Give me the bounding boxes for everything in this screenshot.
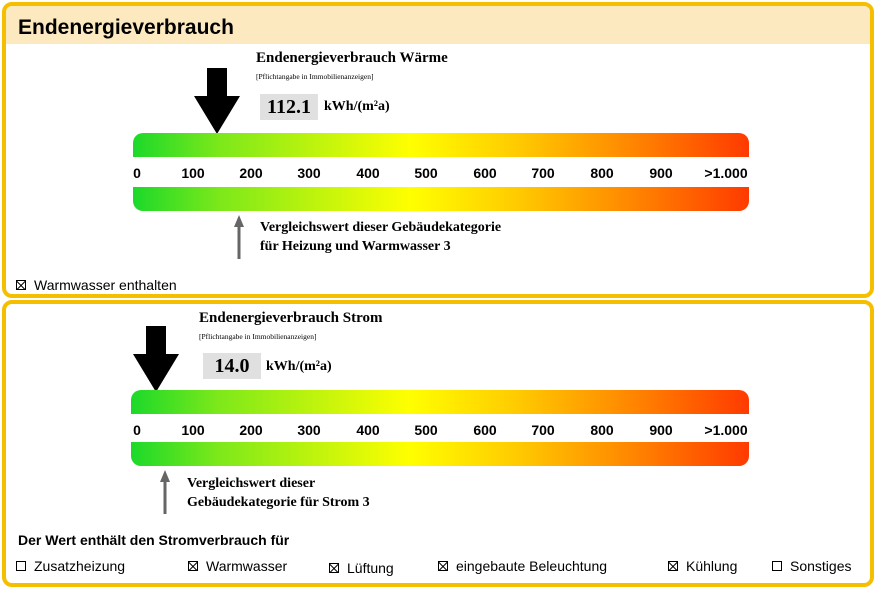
- scale-tick: 0: [133, 422, 141, 438]
- compare-arrow-icon: [234, 215, 244, 259]
- option-warmwasser[interactable]: Warmwasser: [188, 558, 287, 574]
- scale-tick: 600: [473, 165, 497, 181]
- scale-labels: 0 100 200 300 400 500 600 700 800 900 >1…: [131, 422, 749, 442]
- scale-bar-bottom: [133, 187, 749, 211]
- scale-tick: 200: [239, 422, 263, 438]
- heat-unit: kWh/(m²a): [324, 99, 390, 114]
- scale-tick: 300: [297, 422, 321, 438]
- scale-tick: >1.000: [704, 422, 748, 438]
- option-label: Warmwasser: [206, 558, 288, 574]
- scale-labels: 0 100 200 300 400 500 600 700 800 900 >1…: [133, 165, 749, 185]
- mandatory-note: [Pflichtangabe in Immobilienanzeigen]: [256, 72, 374, 81]
- option-beleuchtung[interactable]: eingebaute Beleuchtung: [438, 558, 607, 574]
- checkbox-icon[interactable]: [329, 563, 339, 573]
- compare-value-text: Vergleichswert dieser Gebäudekategorie f…: [187, 474, 370, 512]
- option-lueftung[interactable]: Lüftung: [329, 560, 394, 576]
- scale-bar-bottom: [131, 442, 749, 466]
- scale-tick: 700: [531, 165, 555, 181]
- option-label: Warmwasser enthalten: [34, 277, 177, 293]
- scale-tick: 600: [473, 422, 497, 438]
- scale-tick: 100: [181, 422, 205, 438]
- compare-line: Vergleichswert dieser Gebäudekategorie: [260, 220, 502, 235]
- electricity-unit: kWh/(m²a): [266, 359, 332, 374]
- heat-value-box: 112.1: [260, 94, 318, 120]
- scale-tick: 800: [590, 422, 614, 438]
- scale-tick: 800: [590, 165, 614, 181]
- value-arrow-icon: [133, 326, 179, 392]
- compare-line: für Heizung und Warmwasser 3: [260, 239, 451, 254]
- heat-heading: Endenergieverbrauch Wärme: [256, 50, 448, 66]
- value-arrow-icon: [194, 68, 240, 134]
- option-label: Lüftung: [347, 560, 394, 576]
- mandatory-note: [Pflichtangabe in Immobilienanzeigen]: [199, 332, 317, 341]
- option-sonstiges[interactable]: Sonstiges: [772, 558, 851, 574]
- scale-tick: 500: [414, 422, 438, 438]
- compare-line: Gebäudekategorie für Strom 3: [187, 495, 370, 510]
- heat-energy-panel: Endenergieverbrauch Endenergieverbrauch …: [2, 2, 874, 298]
- scale-tick: 100: [181, 165, 205, 181]
- electricity-heading: Endenergieverbrauch Strom: [199, 310, 383, 326]
- checkbox-icon[interactable]: [668, 561, 678, 571]
- electricity-energy-panel: Endenergieverbrauch Strom [Pflichtangabe…: [2, 300, 874, 587]
- scale-tick: 400: [356, 422, 380, 438]
- scale-tick: 700: [531, 422, 555, 438]
- page-title: Endenergieverbrauch: [18, 16, 234, 39]
- checkbox-icon[interactable]: [188, 561, 198, 571]
- option-label: Kühlung: [686, 558, 738, 574]
- scale-tick: 900: [649, 422, 673, 438]
- panel-header: Endenergieverbrauch: [6, 6, 870, 44]
- scale-bar-top: [133, 133, 749, 157]
- contains-heading: Der Wert enthält den Stromverbrauch für: [18, 532, 290, 548]
- electricity-value-box: 14.0: [203, 353, 261, 379]
- scale-bar-top: [131, 390, 749, 414]
- option-zusatzheizung[interactable]: Zusatzheizung: [16, 558, 125, 574]
- checkbox-icon[interactable]: [16, 561, 26, 571]
- checkbox-icon[interactable]: [772, 561, 782, 571]
- compare-line: Vergleichswert dieser: [187, 476, 316, 491]
- scale-tick: 400: [356, 165, 380, 181]
- scale-tick: 300: [297, 165, 321, 181]
- checkbox-icon[interactable]: [16, 280, 26, 290]
- scale-tick: 0: [133, 165, 141, 181]
- scale-tick: 900: [649, 165, 673, 181]
- scale-tick: 200: [239, 165, 263, 181]
- compare-value-text: Vergleichswert dieser Gebäudekategorie f…: [260, 218, 501, 256]
- scale-tick: 500: [414, 165, 438, 181]
- option-label: Sonstiges: [790, 558, 852, 574]
- option-kuehlung[interactable]: Kühlung: [668, 558, 737, 574]
- scale-tick: >1.000: [704, 165, 748, 181]
- warmwasser-option[interactable]: Warmwasser enthalten: [16, 277, 177, 293]
- option-label: eingebaute Beleuchtung: [456, 558, 608, 574]
- compare-arrow-icon: [160, 470, 170, 514]
- option-label: Zusatzheizung: [34, 558, 126, 574]
- checkbox-icon[interactable]: [438, 561, 448, 571]
